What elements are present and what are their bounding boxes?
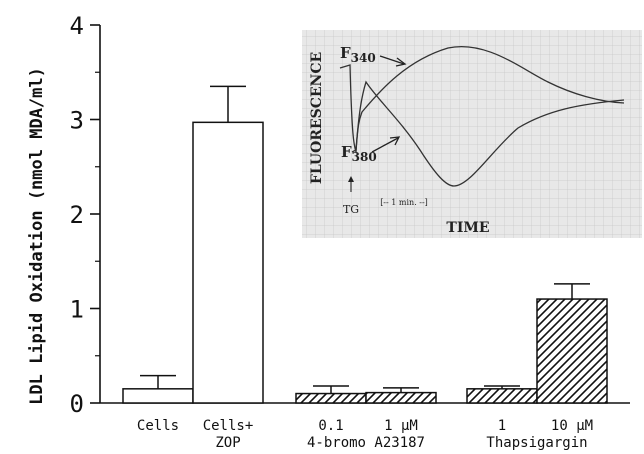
- bar: [295, 392, 367, 404]
- arrowhead-f380: [389, 136, 401, 146]
- bar: [466, 388, 538, 404]
- arrow-f340: [379, 55, 405, 65]
- trace-f340: [339, 46, 625, 153]
- bar: [536, 298, 608, 404]
- trace-f380: [351, 80, 625, 187]
- bar: [365, 391, 437, 404]
- arrowhead-f340: [395, 57, 407, 67]
- curve-label-f340: F340: [340, 44, 376, 65]
- x-tick-label: ZOP: [215, 435, 240, 451]
- y-axis-title: LDL Lipid Oxidation (nmol MDA/ml): [27, 67, 47, 405]
- bar: [122, 388, 194, 404]
- x-tick-label: 10 μM: [551, 418, 593, 434]
- x-tick-label: 1: [498, 418, 506, 434]
- tg-marker-label: TG: [343, 203, 359, 216]
- group-label: Thapsigargin: [486, 435, 587, 451]
- y-tick-label: 0: [70, 390, 84, 418]
- x-tick-label: Cells+: [203, 418, 254, 434]
- y-tick-label: 3: [70, 107, 84, 135]
- arrow-f380: [371, 137, 399, 153]
- inset-background: [302, 30, 642, 238]
- y-tick-label: 2: [70, 201, 84, 229]
- y-tick-label: 4: [70, 12, 84, 40]
- x-tick-label: 0.1: [318, 418, 343, 434]
- x-tick-label: 1 μM: [384, 418, 418, 434]
- tg-arrowhead: [348, 176, 354, 182]
- scale-bar-label: [-- 1 min. --]: [380, 198, 428, 207]
- group-label: 4-bromo A23187: [307, 435, 425, 451]
- bar-series: [122, 85, 608, 404]
- bar: [192, 121, 264, 404]
- x-tick-labels: Cells Cells+ZOP 0.1 1 μM4-bromo A23187 1 10 μ…: [137, 418, 593, 451]
- y-tick-label: 1: [70, 296, 84, 324]
- inset-y-label: FLUORESCENCE: [309, 52, 325, 184]
- x-tick-label: Cells: [137, 418, 179, 434]
- inset-x-label: TIME: [446, 220, 489, 236]
